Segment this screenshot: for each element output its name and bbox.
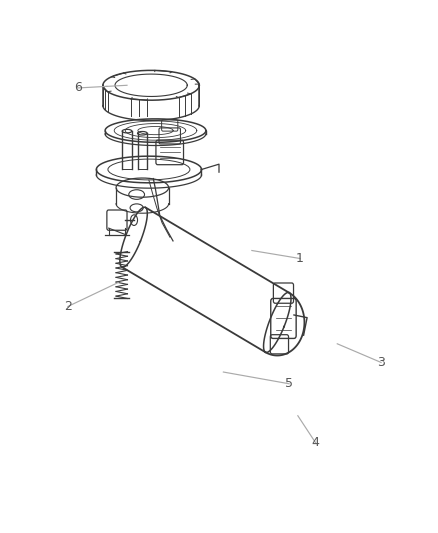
Text: 5: 5 [285, 377, 293, 390]
Text: 4: 4 [311, 436, 319, 449]
Text: 2: 2 [64, 300, 72, 313]
Text: 1: 1 [296, 252, 304, 265]
Text: 6: 6 [74, 82, 82, 94]
Text: 3: 3 [377, 356, 385, 369]
